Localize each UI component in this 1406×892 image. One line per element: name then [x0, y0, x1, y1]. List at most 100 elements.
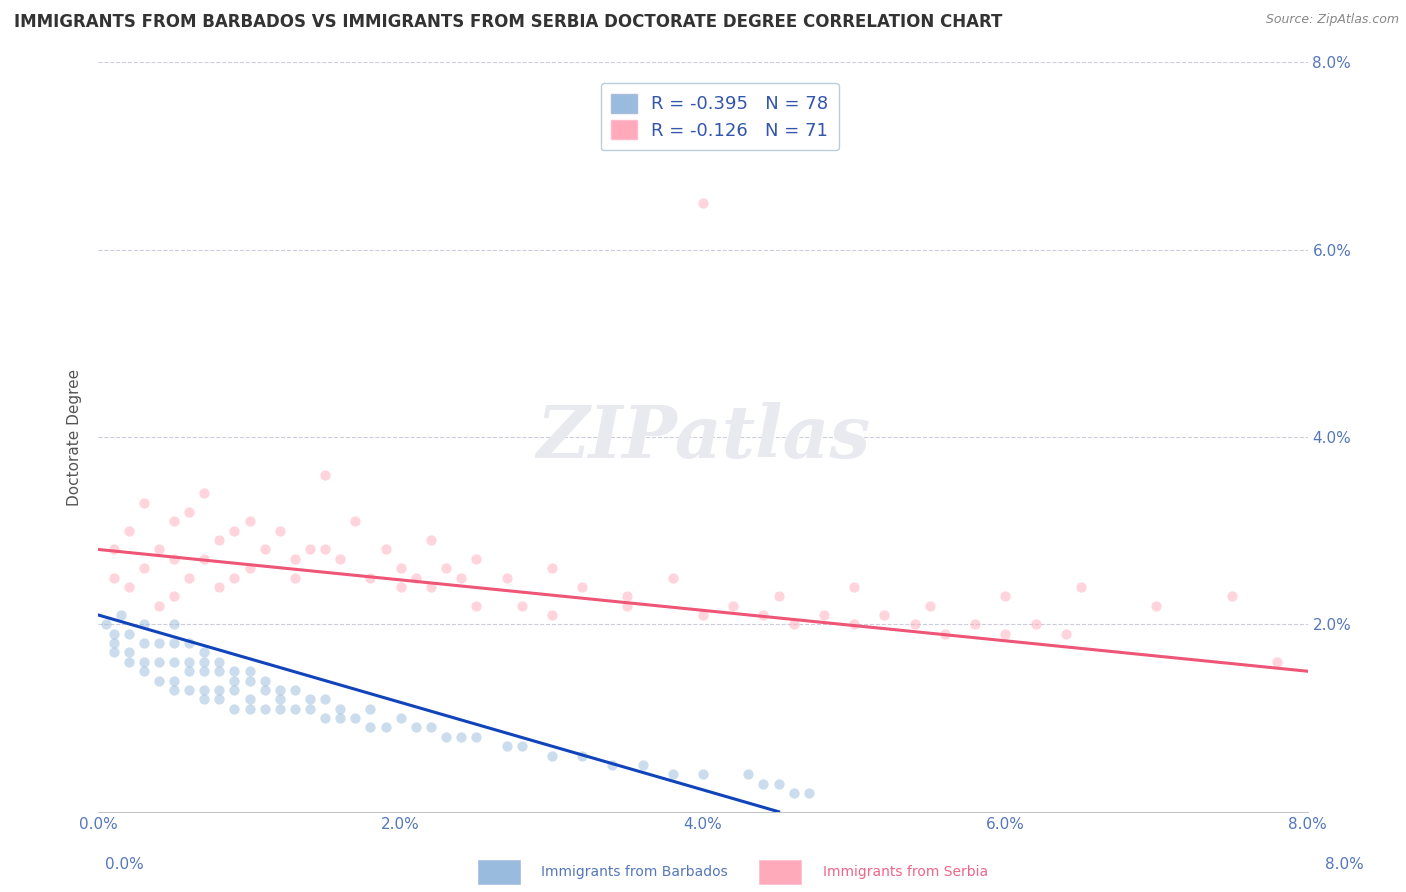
Point: [103, 646, 125, 660]
Point: [103, 542, 125, 557]
Point: [752, 776, 775, 791]
Point: [224, 701, 246, 715]
Point: [239, 664, 262, 679]
Point: [1220, 590, 1243, 604]
Point: [163, 590, 186, 604]
Point: [844, 617, 866, 632]
Point: [571, 748, 593, 763]
Point: [420, 721, 443, 735]
FancyBboxPatch shape: [478, 860, 520, 884]
Point: [94, 617, 117, 632]
Point: [239, 561, 262, 575]
Point: [239, 514, 262, 528]
Text: Immigrants from Serbia: Immigrants from Serbia: [823, 865, 987, 879]
Point: [768, 590, 790, 604]
Point: [752, 608, 775, 623]
Point: [1070, 580, 1092, 594]
Point: [465, 730, 488, 744]
Point: [118, 655, 141, 669]
Point: [269, 692, 291, 706]
Point: [314, 711, 336, 725]
Point: [661, 767, 683, 781]
Point: [208, 683, 231, 698]
Point: [118, 646, 141, 660]
Point: [239, 673, 262, 688]
Point: [253, 542, 276, 557]
Point: [132, 655, 155, 669]
Point: [269, 701, 291, 715]
Point: [163, 617, 186, 632]
Point: [253, 683, 276, 698]
Point: [797, 786, 820, 800]
Point: [179, 664, 201, 679]
Point: [768, 776, 790, 791]
Text: ZIPatlas: ZIPatlas: [536, 401, 870, 473]
Point: [631, 758, 654, 772]
Point: [163, 673, 186, 688]
Point: [179, 636, 201, 650]
FancyBboxPatch shape: [759, 860, 801, 884]
Point: [783, 617, 806, 632]
Point: [692, 608, 714, 623]
Point: [299, 692, 322, 706]
Point: [132, 495, 155, 509]
Point: [994, 590, 1017, 604]
Point: [616, 599, 638, 613]
Point: [148, 599, 170, 613]
Point: [314, 692, 336, 706]
Point: [602, 758, 624, 772]
Point: [1025, 617, 1047, 632]
Point: [813, 608, 835, 623]
Point: [965, 617, 987, 632]
Point: [918, 599, 941, 613]
Point: [148, 542, 170, 557]
Point: [510, 739, 533, 753]
Text: 0.0%: 0.0%: [105, 857, 145, 872]
Point: [420, 533, 443, 547]
Point: [405, 721, 427, 735]
Point: [284, 683, 307, 698]
Text: Immigrants from Barbados: Immigrants from Barbados: [541, 865, 728, 879]
Point: [179, 505, 201, 519]
Point: [239, 692, 262, 706]
Point: [1146, 599, 1168, 613]
Point: [1054, 626, 1077, 640]
Point: [495, 571, 517, 585]
Text: IMMIGRANTS FROM BARBADOS VS IMMIGRANTS FROM SERBIA DOCTORATE DEGREE CORRELATION : IMMIGRANTS FROM BARBADOS VS IMMIGRANTS F…: [14, 13, 1002, 31]
Point: [540, 561, 562, 575]
Point: [179, 571, 201, 585]
Point: [723, 599, 745, 613]
Point: [873, 608, 896, 623]
Point: [208, 580, 231, 594]
Point: [163, 655, 186, 669]
Point: [314, 542, 336, 557]
Point: [239, 701, 262, 715]
Point: [389, 561, 412, 575]
Point: [510, 599, 533, 613]
Point: [224, 673, 246, 688]
Point: [103, 571, 125, 585]
Point: [692, 195, 714, 210]
Point: [163, 514, 186, 528]
Point: [389, 580, 412, 594]
Y-axis label: Doctorate Degree: Doctorate Degree: [67, 368, 83, 506]
Point: [148, 636, 170, 650]
Point: [571, 580, 593, 594]
Point: [299, 701, 322, 715]
Point: [103, 636, 125, 650]
Point: [132, 664, 155, 679]
Point: [193, 683, 215, 698]
Point: [389, 711, 412, 725]
Point: [224, 664, 246, 679]
Point: [193, 655, 215, 669]
Point: [269, 683, 291, 698]
Point: [314, 467, 336, 482]
Point: [344, 711, 367, 725]
Point: [224, 683, 246, 698]
Point: [299, 542, 322, 557]
Point: [284, 701, 307, 715]
Point: [163, 683, 186, 698]
Point: [269, 524, 291, 538]
Point: [193, 551, 215, 566]
Point: [329, 701, 352, 715]
